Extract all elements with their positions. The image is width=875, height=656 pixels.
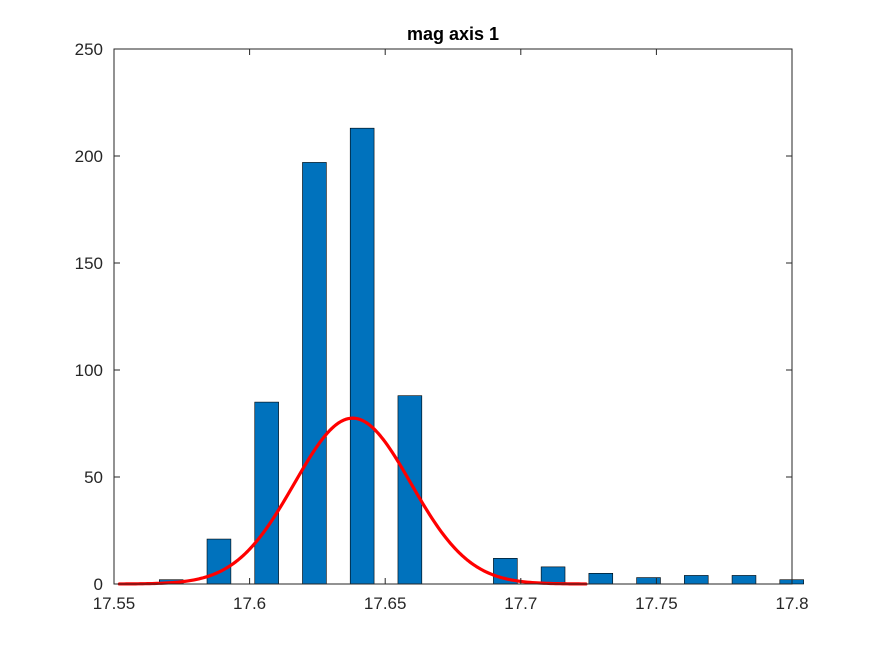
y-tick-label: 50: [84, 468, 103, 487]
y-axis-ticks: 0 50 100 150 200 250: [75, 40, 792, 594]
y-tick-label: 0: [94, 575, 103, 594]
histogram-bar: [302, 162, 327, 585]
histogram-bar: [731, 575, 757, 585]
x-tick-label: 17.75: [635, 594, 678, 613]
histogram-bar: [397, 395, 423, 585]
x-axis-ticks: 17.55 17.6 17.65 17.7 17.75 17.8: [93, 49, 809, 613]
y-tick-label: 100: [75, 361, 103, 380]
x-tick-label: 17.65: [364, 594, 407, 613]
y-tick-label: 200: [75, 147, 103, 166]
histogram-bar: [588, 572, 614, 585]
plot-area: [114, 49, 792, 584]
histogram-bar: [540, 566, 566, 585]
histogram-bar: [254, 401, 279, 585]
histogram-bars: [158, 127, 804, 585]
y-tick-label: 250: [75, 40, 103, 59]
fit-curve-line: [117, 416, 588, 586]
chart-title: mag axis 1: [407, 24, 499, 44]
histogram-bar: [349, 127, 375, 585]
histogram-bar: [206, 538, 232, 585]
histogram-bar: [684, 575, 709, 585]
x-tick-label: 17.6: [233, 594, 266, 613]
x-tick-label: 17.8: [775, 594, 808, 613]
y-tick-label: 150: [75, 254, 103, 273]
axes-box: [113, 48, 793, 585]
x-tick-label: 17.7: [504, 594, 537, 613]
x-tick-label: 17.55: [93, 594, 136, 613]
